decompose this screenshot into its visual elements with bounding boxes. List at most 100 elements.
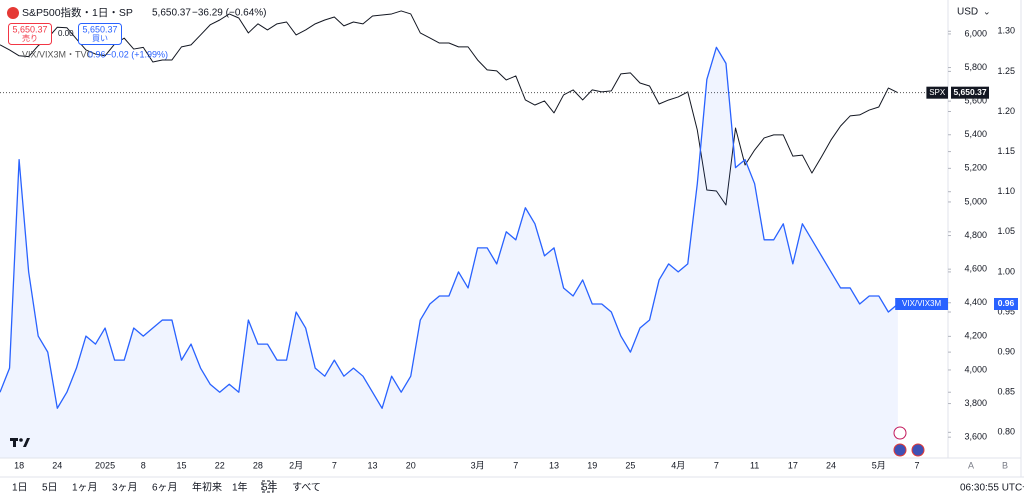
logo-part <box>19 438 23 442</box>
y-tick-label: 5,600 <box>964 96 987 106</box>
range-button[interactable]: 年初来 <box>192 481 222 494</box>
last-price: 5,650.37 <box>152 8 191 19</box>
x-tick-label: 7 <box>914 460 919 470</box>
range-button[interactable]: 1年 <box>232 481 248 494</box>
series-name-badge <box>926 86 948 99</box>
axis-unit[interactable]: USD <box>957 7 978 18</box>
buy-price[interactable]: 5,650.37 <box>82 24 117 34</box>
x-tick-label: 20 <box>406 460 416 470</box>
range-button[interactable]: 3ヶ月 <box>112 482 138 494</box>
flag-icon[interactable] <box>911 443 925 457</box>
buy-label[interactable]: 買い <box>92 34 108 43</box>
y-tick-label: 4,800 <box>964 230 987 240</box>
series-name: SPX <box>929 88 946 97</box>
sell-label[interactable]: 売り <box>22 33 38 43</box>
x-tick-label: 19 <box>587 460 597 470</box>
x-tick-label: 3月 <box>471 460 485 470</box>
overlay-value: 0.96 <box>88 49 106 59</box>
range-button[interactable]: すべて <box>292 482 321 494</box>
sell-price[interactable]: 5,650.37 <box>12 24 47 34</box>
x-tick-label: 11 <box>750 460 759 470</box>
x-tick-label: 5月 <box>872 460 886 470</box>
y-tick-label: 5,000 <box>964 196 987 206</box>
x-tick-label: 24 <box>826 460 836 470</box>
x-tick-label: 2月 <box>289 460 303 470</box>
overlay-change: −0.02 (+1.99%) <box>106 49 168 59</box>
x-tick-label: 24 <box>52 460 62 470</box>
logo-part <box>13 438 16 447</box>
y-tick-label: 5,400 <box>964 129 987 139</box>
axis-mode-button[interactable]: A <box>968 460 974 470</box>
y-tick-label: 6,000 <box>964 28 987 38</box>
x-tick-label: 8 <box>141 460 146 470</box>
line <box>0 46 899 409</box>
overlay-title[interactable]: VIX/VIX3M・TVC <box>22 49 94 59</box>
legend: S&P500指数・1日・SP 5,650.37 −36.29 (−0.64%) … <box>7 6 267 59</box>
symbol-icon <box>7 7 19 19</box>
y-tick-label: 4,600 <box>964 264 987 274</box>
y-tick-label: 1.15 <box>997 146 1015 156</box>
range-button[interactable]: 5年 <box>262 481 278 494</box>
x-tick-label: 28 <box>253 460 263 470</box>
last-value-badge <box>994 297 1018 310</box>
y-tick-label: 1.05 <box>997 226 1015 236</box>
y-tick-label: 3,600 <box>964 432 987 442</box>
x-tick-label: 7 <box>513 460 518 470</box>
x-tick-label: 2025 <box>95 460 115 470</box>
y-tick-label: 3,800 <box>964 398 987 408</box>
x-tick-label: 7 <box>332 460 337 470</box>
y-tick-label: 1.20 <box>997 106 1015 116</box>
x-tick-label: 13 <box>368 460 378 470</box>
series-name-badge <box>895 297 948 310</box>
series-name: VIX/VIX3M <box>902 299 941 308</box>
x-tick-label: 7 <box>714 460 719 470</box>
plot-area <box>0 10 948 458</box>
y-tick-label: 4,000 <box>964 364 987 374</box>
x-tick-label: 25 <box>625 460 635 470</box>
x-tick-label: 15 <box>176 460 186 470</box>
x-tick-label: 17 <box>788 460 798 470</box>
y-tick-label: 5,800 <box>964 62 987 72</box>
y-tick-label: 4,200 <box>964 331 987 341</box>
toolbar: 06:30:55 UTC+9 1日 5日 1ヶ月 3ヶ月 6ヶ月 年初来 1年 5年 すべて <box>12 480 1024 494</box>
event-icon[interactable] <box>893 426 907 440</box>
line <box>0 10 899 206</box>
clock[interactable]: 06:30:55 UTC+9 <box>960 483 1024 494</box>
y-tick-label: 4,400 <box>964 297 987 307</box>
flag-icon[interactable] <box>893 443 907 457</box>
y-tick-label: 1.10 <box>997 186 1015 196</box>
axes: 6,000 5,800 5,600 5,400 5,200 5,000 4,800 4,600… <box>14 26 1018 470</box>
range-button[interactable]: 5日 <box>42 483 58 494</box>
spread: 0.00 <box>58 29 74 38</box>
buy-button[interactable] <box>78 23 122 45</box>
y-tick-label: 0.80 <box>997 427 1015 437</box>
last-value-label: 5,650.37 <box>953 87 986 97</box>
y-tick-label: 0.85 <box>997 387 1015 397</box>
price-change: −36.29 (−0.64%) <box>192 8 267 19</box>
last-value-label: 0.96 <box>998 298 1015 308</box>
range-button[interactable]: 6ヶ月 <box>152 482 178 494</box>
y-tick-label: 1.30 <box>997 26 1015 36</box>
x-tick-label: 18 <box>14 460 24 470</box>
y-tick-label: 1.00 <box>997 266 1015 276</box>
range-button[interactable]: 1ヶ月 <box>72 482 98 494</box>
x-tick-label: 13 <box>549 460 559 470</box>
x-tick-label: 4月 <box>671 460 685 470</box>
unit-dropdown[interactable]: ⌄ <box>983 6 991 16</box>
tradingview-logo <box>10 438 30 447</box>
area <box>0 47 898 458</box>
axis-mode-button[interactable]: B <box>1002 460 1008 470</box>
y-tick-label: 0.95 <box>997 306 1015 316</box>
y-tick-label: 1.25 <box>997 66 1015 76</box>
y-tick-label: 5,200 <box>964 163 987 173</box>
x-tick-label: 22 <box>215 460 225 470</box>
symbol-title[interactable]: S&P500指数・1日・SP <box>22 6 133 19</box>
sell-button[interactable] <box>8 23 52 45</box>
last-value-badge <box>951 86 989 99</box>
logo-part <box>23 438 30 447</box>
y-tick-label: 0.90 <box>997 346 1015 356</box>
date-range-icon[interactable] <box>261 480 274 493</box>
range-button[interactable]: 1日 <box>12 483 28 494</box>
